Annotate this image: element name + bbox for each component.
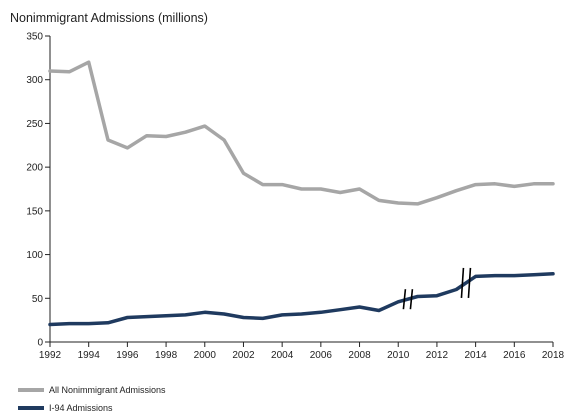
y-tick-label: 50: [32, 294, 44, 305]
x-tick-label: 2008: [348, 350, 371, 361]
legend-label: All Nonimmigrant Admissions: [49, 385, 166, 395]
y-tick-label: 300: [26, 75, 43, 86]
legend-label: I-94 Admissions: [49, 403, 113, 413]
x-tick-label: 2006: [310, 350, 333, 361]
x-tick-label: 2004: [271, 350, 294, 361]
x-tick-label: 2014: [464, 350, 487, 361]
y-axis-ticks: 0 50 100 150 200 250 300 350: [26, 32, 50, 349]
x-tick-label: 1996: [116, 350, 139, 361]
y-axis-title: Nonimmigrant Admissions (millions): [10, 11, 208, 25]
x-tick-label: 1994: [78, 350, 101, 361]
x-tick-label: 2012: [426, 350, 449, 361]
x-tick-label: 2000: [194, 350, 217, 361]
x-tick-label: 2018: [542, 350, 565, 361]
x-tick-label: 1998: [155, 350, 178, 361]
y-tick-label: 250: [26, 119, 43, 130]
axis-break-marks: [402, 267, 472, 310]
y-tick-label: 100: [26, 250, 43, 261]
axes: [49, 36, 553, 343]
y-tick-label: 150: [26, 206, 43, 217]
x-tick-label: 2010: [387, 350, 410, 361]
y-tick-label: 0: [37, 338, 43, 349]
x-axis-ticks: 1992 1994 1996 1998 2000 2002 2004 2006 2008 2010…: [39, 342, 565, 361]
break-mark: [460, 267, 465, 299]
x-tick-label: 2016: [503, 350, 526, 361]
break-mark: [467, 267, 472, 299]
break-mark: [402, 289, 407, 310]
y-tick-label: 350: [26, 32, 43, 43]
series-line-2: [48, 272, 555, 327]
break-mark: [409, 289, 414, 310]
series-lines: [48, 60, 555, 327]
x-tick-label: 2002: [232, 350, 255, 361]
legend: All Nonimmigrant Admissions I-94 Admissio…: [18, 385, 166, 413]
series-line-1: [48, 60, 555, 206]
x-tick-label: 1992: [39, 350, 62, 361]
y-tick-label: 200: [26, 163, 43, 174]
